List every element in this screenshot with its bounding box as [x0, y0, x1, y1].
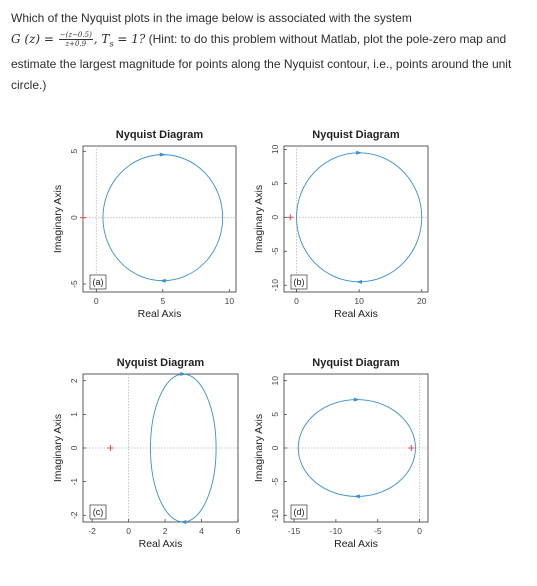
panel-a-ylabel: Imaginary Axis — [52, 185, 64, 253]
question-line-1: Which of the Nyquist plots in the image … — [11, 11, 412, 25]
panel-d-xtick-label: -10 — [330, 526, 343, 536]
panel-c-ytick-label: 2 — [69, 378, 79, 383]
panel-a-ytick-label: 0 — [69, 215, 79, 220]
panel-d-xtick-label: -5 — [374, 526, 382, 536]
panel-c-xtick-label: -2 — [88, 526, 96, 536]
panel-c-xtick-label: 6 — [236, 526, 241, 536]
panel-d-arrow-bottom-icon — [353, 494, 360, 499]
panel-c-xtick-label: 4 — [199, 526, 204, 536]
panel-b-ytick-label: 0 — [270, 215, 280, 220]
panel-d-ytick-label: 5 — [270, 412, 280, 417]
panel-b-xtick-label: 20 — [417, 296, 427, 306]
panel-d-title: Nyquist Diagram — [312, 357, 400, 369]
panel-c-xtick-label: 2 — [163, 526, 168, 536]
panel-d-arrow-top-icon — [353, 397, 360, 402]
sample-time-label: , T — [93, 32, 110, 46]
panel-b-ylabel: Imaginary Axis — [253, 185, 265, 253]
panel-a-nyquist-curve — [102, 154, 224, 282]
panel-a-xtick-label: 5 — [160, 296, 165, 306]
panel-a-ytick-label: -5 — [69, 280, 79, 288]
panel-b-ytick-label: 5 — [270, 181, 280, 186]
panel-a-ytick-label: 5 — [69, 149, 79, 154]
panel-a-arrow-top-icon — [159, 152, 166, 157]
panel-a-xtick-label: 10 — [225, 296, 235, 306]
panel-a-label-box — [89, 274, 107, 290]
panel-d-xtick-label: 0 — [417, 526, 422, 536]
panel-a-arrow-bottom-icon — [159, 278, 166, 283]
sample-time-value: = 1? — [113, 32, 146, 46]
panel-c-ytick-label: 1 — [69, 412, 79, 417]
question-text: Which of the Nyquist plots in the image … — [11, 8, 531, 96]
panel-c-label-box — [89, 504, 107, 520]
panel-d-ylabel: Imaginary Axis — [253, 414, 265, 482]
panel-c-ytick-label: -2 — [69, 511, 79, 519]
panel-c-axes-frame — [82, 373, 239, 523]
panel-b-xtick-label: 0 — [294, 296, 299, 306]
panel-c-title: Nyquist Diagram — [117, 357, 205, 369]
panel-b-arrow-bottom-icon — [356, 279, 363, 284]
panel-d-label: (d) — [294, 507, 305, 517]
panel-b-label-box — [290, 274, 308, 290]
panel-b-label: (b) — [294, 277, 305, 287]
panel-d-ytick-label: 10 — [270, 376, 280, 386]
panel-d-label-box — [290, 504, 308, 520]
panel-a-xlabel: Real Axis — [138, 308, 182, 320]
panel-b-axes-frame — [283, 145, 429, 293]
panel-a-xtick-label: 0 — [94, 296, 99, 306]
panel-d-ytick-label: -5 — [270, 478, 280, 486]
fraction-denominator: z+0.9 — [65, 40, 87, 49]
panel-c-ylabel: Imaginary Axis — [52, 414, 64, 482]
panel-c-arrow-bottom-icon — [180, 520, 187, 524]
panel-a-axes-frame — [82, 145, 237, 293]
panel-d-ytick-label: 0 — [270, 445, 280, 450]
panel-c-xtick-label: 0 — [126, 526, 131, 536]
transfer-function-fraction: −(z−0.5) z+0.9 — [58, 31, 93, 49]
panel-d-xlabel: Real Axis — [334, 538, 378, 550]
panel-a-title: Nyquist Diagram — [116, 129, 204, 141]
panel-d-xtick-label: -15 — [288, 526, 301, 536]
fraction-numerator: −(z−0.5) — [58, 31, 93, 41]
panel-a-label: (a) — [93, 277, 104, 287]
hint-text: (Hint: to do this problem without Matlab… — [145, 32, 507, 46]
panel-c-xlabel: Real Axis — [139, 538, 183, 550]
panel-b-xtick-label: 10 — [354, 296, 364, 306]
question-line-3: estimate the largest magnitude for point… — [11, 57, 512, 72]
panel-b-title: Nyquist Diagram — [312, 129, 400, 141]
panel-c-ytick-label: -1 — [69, 478, 79, 486]
panel-b-ytick-label: -10 — [270, 279, 280, 292]
question-line-4: circle.) — [11, 78, 47, 93]
question-line-2: G (z) = −(z−0.5) z+0.9, Ts = 1? (Hint: to… — [11, 29, 531, 54]
panel-b-ytick-label: -5 — [270, 247, 280, 255]
panel-d-ytick-label: -10 — [270, 509, 280, 522]
panel-c-arrow-top-icon — [180, 372, 187, 376]
transfer-function-lhs: G (z) = — [11, 32, 58, 46]
sample-time-subscript: s — [109, 39, 114, 49]
panel-b-xlabel: Real Axis — [334, 308, 378, 320]
panel-c-ytick-label: 0 — [69, 445, 79, 450]
panel-c-label: (c) — [93, 507, 104, 517]
panel-b-arrow-top-icon — [356, 150, 363, 155]
panel-b-ytick-label: 10 — [270, 144, 280, 154]
